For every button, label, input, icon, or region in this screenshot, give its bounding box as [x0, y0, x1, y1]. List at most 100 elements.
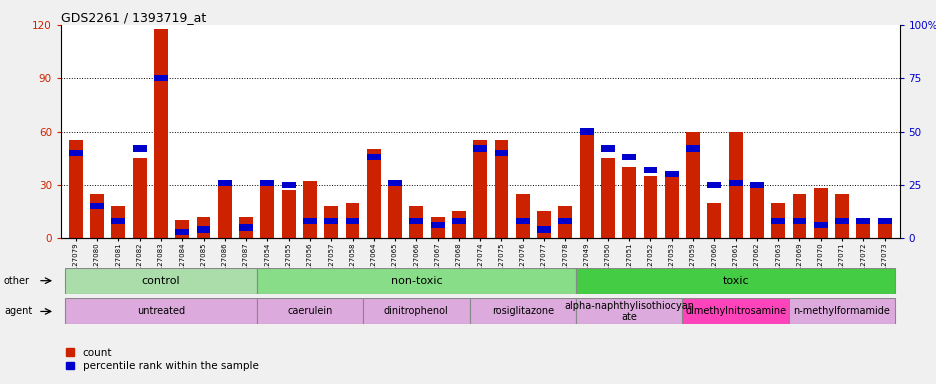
- Bar: [218, 180, 231, 186]
- Bar: [600, 146, 614, 152]
- Bar: [770, 218, 784, 224]
- Bar: [409, 218, 423, 224]
- Text: caerulein: caerulein: [287, 306, 332, 316]
- Bar: [792, 218, 806, 224]
- Text: dinitrophenol: dinitrophenol: [384, 306, 448, 316]
- Text: non-toxic: non-toxic: [390, 276, 442, 286]
- Bar: [643, 167, 657, 173]
- Bar: [536, 212, 550, 238]
- Bar: [256, 298, 363, 324]
- Text: rosiglitazone: rosiglitazone: [491, 306, 553, 316]
- Bar: [66, 298, 256, 324]
- Bar: [770, 203, 784, 238]
- Bar: [558, 218, 572, 224]
- Bar: [707, 182, 721, 188]
- Bar: [681, 298, 788, 324]
- Bar: [345, 218, 359, 224]
- Bar: [345, 203, 359, 238]
- Bar: [197, 227, 211, 233]
- Bar: [536, 227, 550, 233]
- Bar: [473, 146, 487, 152]
- Bar: [111, 218, 125, 224]
- Bar: [856, 218, 870, 224]
- Bar: [494, 141, 508, 238]
- Bar: [239, 217, 253, 238]
- Bar: [175, 228, 189, 235]
- Bar: [576, 268, 894, 294]
- Bar: [260, 185, 274, 238]
- Bar: [813, 222, 826, 228]
- Bar: [451, 212, 465, 238]
- Bar: [516, 218, 529, 224]
- Legend: count, percentile rank within the sample: count, percentile rank within the sample: [66, 348, 258, 371]
- Bar: [409, 206, 423, 238]
- Bar: [579, 128, 592, 135]
- Bar: [282, 182, 295, 188]
- Text: alpha-naphthylisothiocyan
ate: alpha-naphthylisothiocyan ate: [563, 301, 694, 322]
- Text: untreated: untreated: [137, 306, 184, 316]
- Bar: [494, 150, 508, 156]
- Bar: [324, 206, 338, 238]
- Text: GDS2261 / 1393719_at: GDS2261 / 1393719_at: [61, 11, 206, 24]
- Bar: [154, 28, 168, 238]
- Bar: [367, 154, 380, 160]
- Bar: [576, 298, 681, 324]
- Bar: [367, 149, 380, 238]
- Bar: [665, 171, 678, 177]
- Bar: [218, 185, 231, 238]
- Bar: [788, 298, 894, 324]
- Bar: [707, 203, 721, 238]
- Bar: [622, 154, 636, 160]
- Bar: [834, 218, 848, 224]
- Text: control: control: [141, 276, 180, 286]
- Bar: [877, 220, 890, 238]
- Bar: [324, 218, 338, 224]
- Bar: [877, 218, 890, 224]
- Bar: [133, 158, 146, 238]
- Bar: [643, 176, 657, 238]
- Bar: [69, 141, 82, 238]
- Bar: [133, 146, 146, 152]
- Bar: [685, 131, 699, 238]
- Bar: [239, 224, 253, 230]
- Bar: [197, 217, 211, 238]
- Bar: [260, 180, 274, 186]
- Bar: [813, 189, 826, 238]
- Bar: [66, 268, 256, 294]
- Bar: [431, 217, 444, 238]
- Bar: [154, 75, 168, 81]
- Bar: [792, 194, 806, 238]
- Bar: [282, 190, 295, 238]
- Bar: [749, 182, 763, 188]
- Bar: [69, 150, 82, 156]
- Bar: [175, 220, 189, 238]
- Bar: [256, 268, 576, 294]
- Bar: [90, 194, 104, 238]
- Bar: [579, 131, 592, 238]
- Bar: [451, 218, 465, 224]
- Bar: [685, 146, 699, 152]
- Text: agent: agent: [4, 306, 32, 316]
- Bar: [728, 131, 741, 238]
- Text: dimethylnitrosamine: dimethylnitrosamine: [684, 306, 785, 316]
- Bar: [600, 158, 614, 238]
- Bar: [388, 185, 402, 238]
- Text: toxic: toxic: [722, 276, 748, 286]
- Bar: [749, 189, 763, 238]
- Bar: [856, 220, 870, 238]
- Bar: [388, 180, 402, 186]
- Bar: [90, 203, 104, 209]
- Bar: [622, 167, 636, 238]
- Bar: [469, 298, 576, 324]
- Text: other: other: [4, 276, 30, 286]
- Bar: [363, 298, 469, 324]
- Bar: [473, 141, 487, 238]
- Text: n-methylformamide: n-methylformamide: [793, 306, 889, 316]
- Bar: [431, 222, 444, 228]
- Bar: [302, 218, 316, 224]
- Bar: [834, 194, 848, 238]
- Bar: [111, 206, 125, 238]
- Bar: [665, 176, 678, 238]
- Bar: [302, 181, 316, 238]
- Bar: [728, 180, 741, 186]
